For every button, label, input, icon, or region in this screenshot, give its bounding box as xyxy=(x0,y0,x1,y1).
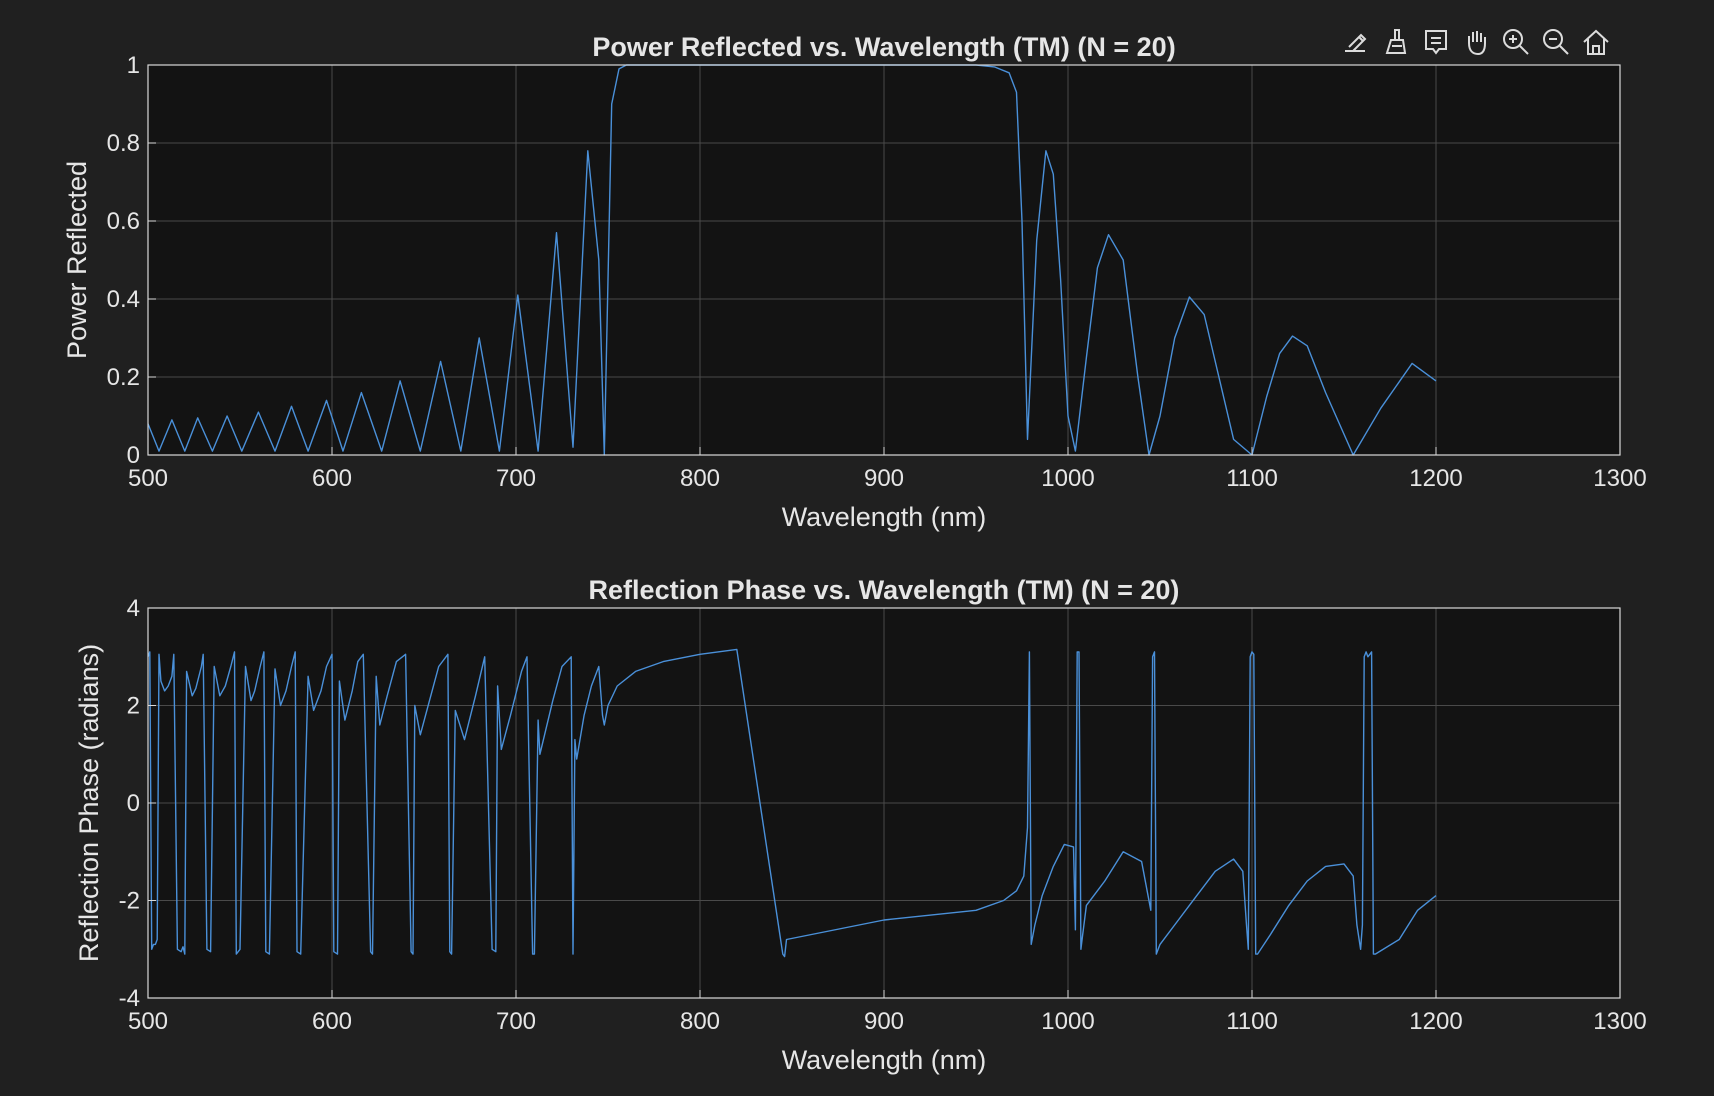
x-tick-label: 1300 xyxy=(1593,465,1646,492)
x-tick-label: 700 xyxy=(496,465,536,492)
axes-reflection-phase[interactable]: 500 600 700 800 900 1000 1100 1200 1300 -4 -2 0 2 4 R… xyxy=(74,575,1647,1075)
x-tick-label: 1100 xyxy=(1226,1008,1278,1035)
y-tick-label: 0.4 xyxy=(107,286,140,313)
tick-labels: 500 600 700 800 900 1000 1100 1200 1300 -4 -2 0 2 4 xyxy=(119,595,1647,1035)
x-axis-label: Wavelength (nm) xyxy=(782,1045,987,1075)
y-axis-label: Power Reflected xyxy=(62,161,92,359)
export-button[interactable] xyxy=(1340,24,1372,60)
pan-icon xyxy=(1468,31,1486,56)
x-tick-label: 800 xyxy=(680,465,720,492)
series-line-phase xyxy=(147,648,1437,958)
x-axis-label: Wavelength (nm) xyxy=(782,502,987,532)
x-tick-label: 1000 xyxy=(1041,465,1094,492)
export-icon xyxy=(1345,33,1367,52)
zoom-in-icon xyxy=(1503,29,1529,55)
y-tick-label: 0 xyxy=(127,790,140,817)
y-tick-label: -4 xyxy=(119,985,140,1012)
data-tips-icon xyxy=(1425,30,1447,55)
pan-button[interactable] xyxy=(1460,24,1492,60)
x-tick-label: 1300 xyxy=(1593,1008,1646,1035)
x-tick-label: 700 xyxy=(496,1008,536,1035)
y-axis-label: Reflection Phase (radians) xyxy=(74,644,104,962)
x-tick-label: 1100 xyxy=(1226,465,1278,492)
x-tick-label: 600 xyxy=(312,465,352,492)
y-tick-label: 4 xyxy=(127,595,140,622)
chart-title: Power Reflected vs. Wavelength (TM) (N =… xyxy=(592,32,1175,62)
x-tick-label: 1000 xyxy=(1041,1008,1094,1035)
zoom-out-button[interactable] xyxy=(1540,24,1572,60)
x-tick-label: 500 xyxy=(128,465,168,492)
axes-toolbar xyxy=(1340,24,1612,60)
brush-icon xyxy=(1385,29,1407,54)
x-tick-label: 1200 xyxy=(1409,1008,1462,1035)
y-tick-label: 0 xyxy=(127,442,140,469)
zoom-out-icon xyxy=(1543,29,1569,55)
y-tick-label: 0.8 xyxy=(107,130,140,157)
y-tick-label: 1 xyxy=(127,52,140,79)
chart-title: Reflection Phase vs. Wavelength (TM) (N … xyxy=(589,575,1180,605)
home-button[interactable] xyxy=(1580,24,1612,60)
x-tick-label: 900 xyxy=(864,465,904,492)
y-tick-label: -2 xyxy=(119,888,140,915)
home-icon xyxy=(1583,29,1609,55)
x-tick-label: 600 xyxy=(312,1008,352,1035)
tick-labels: 500 600 700 800 900 1000 1100 1200 1300 0 0.2 0.4 0.… xyxy=(107,52,1647,492)
brush-button[interactable] xyxy=(1380,24,1412,60)
x-tick-label: 500 xyxy=(128,1008,168,1035)
zoom-in-button[interactable] xyxy=(1500,24,1532,60)
y-tick-label: 0.2 xyxy=(107,364,140,391)
y-tick-label: 2 xyxy=(127,693,140,720)
x-tick-label: 900 xyxy=(864,1008,904,1035)
x-tick-label: 800 xyxy=(680,1008,720,1035)
x-tick-label: 1200 xyxy=(1409,465,1462,492)
y-tick-label: 0.6 xyxy=(107,208,140,235)
axes-power-reflected[interactable]: 500 600 700 800 900 1000 1100 1200 1300 0 0.2 0.4 0.… xyxy=(62,32,1647,532)
data-tips-button[interactable] xyxy=(1420,24,1452,60)
